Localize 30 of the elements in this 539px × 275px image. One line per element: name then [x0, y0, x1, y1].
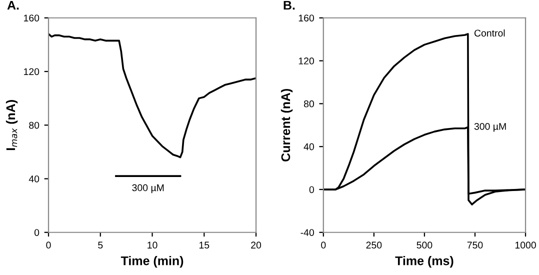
y-tick-label: 120 [24, 68, 40, 76]
annotation: 300 µM [132, 184, 164, 194]
x-tick-label: 20 [251, 242, 262, 249]
x-tick-label: 750 [467, 242, 483, 249]
y-tick-label: -40 [300, 229, 314, 236]
y-tick-label: 160 [24, 14, 40, 22]
x-axis-title: Time (min) [120, 256, 184, 268]
x-tick-label: 500 [416, 242, 432, 249]
x-tick-label: 5 [98, 242, 103, 249]
y-tick-label: 120 [298, 58, 314, 64]
series-label: Control [474, 29, 505, 37]
y-tick-label: 80 [29, 122, 40, 129]
y-tick-label: 0 [34, 229, 40, 236]
x-tick-label: 10 [148, 242, 158, 249]
x-tick-label: 1000 [515, 242, 536, 249]
series-label: 300 µM [474, 122, 506, 132]
y-tick-label: 0 [309, 186, 314, 194]
x-tick-label: 250 [366, 242, 382, 249]
y-axis-title: I$_{max}$ (nA) [6, 100, 18, 150]
chart-title: A. [7, 0, 19, 10]
x-tick-label: 0 [46, 242, 51, 249]
y-tick-label: 40 [304, 143, 314, 150]
chart-title: B. [284, 0, 295, 10]
y-axis-title: Current (nA) [280, 88, 293, 162]
x-tick-label: 15 [199, 242, 210, 249]
y-tick-label: 40 [28, 175, 40, 182]
x-tick-label: 0 [321, 242, 326, 249]
x-axis-title: Time (ms) [395, 256, 454, 268]
y-tick-label: 160 [298, 14, 314, 22]
y-tick-label: 80 [304, 100, 314, 108]
